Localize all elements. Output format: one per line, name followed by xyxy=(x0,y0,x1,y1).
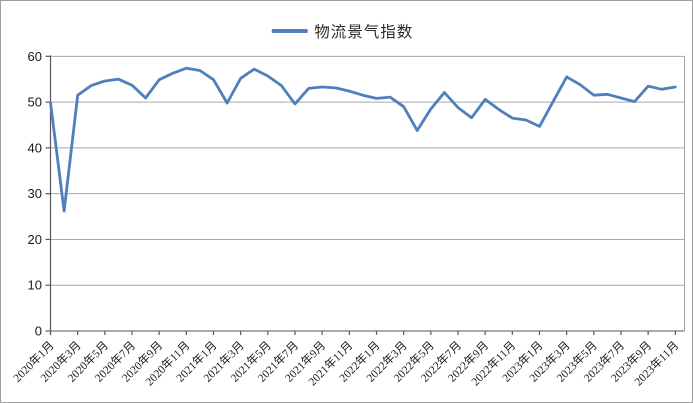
y-axis-label-50: 50 xyxy=(28,95,42,110)
legend-line-swatch xyxy=(271,29,308,33)
series-line xyxy=(49,66,677,213)
y-axis-label-20: 20 xyxy=(28,232,42,247)
y-axis-label-40: 40 xyxy=(28,140,42,155)
y-axis-label-10: 10 xyxy=(28,278,42,293)
y-axis-label-60: 60 xyxy=(28,49,42,64)
legend: 物流景气指数 xyxy=(271,20,413,42)
legend-label: 物流景气指数 xyxy=(314,24,414,41)
y-axis-label-0: 0 xyxy=(35,324,42,339)
y-axis-label-30: 30 xyxy=(28,186,42,201)
